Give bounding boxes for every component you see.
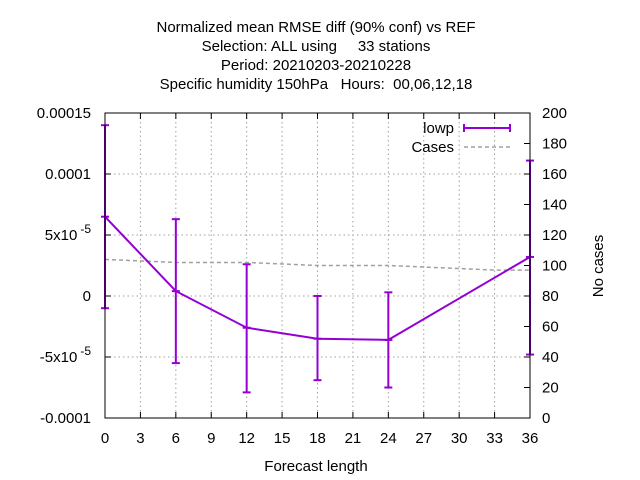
y2-tick-label: 200 <box>542 105 567 122</box>
x-tick-label: 18 <box>309 430 326 447</box>
y-tick-exponent: -5 <box>80 222 91 236</box>
x-tick-label: 12 <box>238 430 255 447</box>
y-tick-mantissa: 5x10 <box>45 227 78 244</box>
y2-tick-label: 80 <box>542 288 559 305</box>
y-tick-label: 0.0001 <box>45 166 91 183</box>
cases-line <box>104 258 530 271</box>
x-tick-label: 36 <box>522 430 539 447</box>
legend-label-cases: Cases <box>411 139 454 156</box>
x-tick-label: 27 <box>415 430 432 447</box>
y-tick-exponent: -5 <box>80 344 91 358</box>
axis-ticks <box>104 112 531 419</box>
title-line: Specific humidity 150hPa Hours: 00,06,12… <box>160 76 473 93</box>
y2-tick-label: 40 <box>542 349 559 366</box>
x-tick-label: 0 <box>101 430 109 447</box>
y-tick-label: 0 <box>83 288 91 305</box>
legend-label-lowp: lowp <box>423 120 454 137</box>
x-tick-label: 30 <box>451 430 468 447</box>
x-tick-label: 21 <box>345 430 362 447</box>
series-cases <box>104 258 530 271</box>
x-tick-label: 3 <box>136 430 144 447</box>
y2-tick-label: 180 <box>542 136 567 153</box>
chart-title: Normalized mean RMSE diff (90% conf) vs … <box>157 19 476 93</box>
x-axis-label: Forecast length <box>264 458 367 475</box>
legend: lowp Cases <box>411 120 511 156</box>
x-tick-label: 33 <box>486 430 503 447</box>
y2-tick-label: 120 <box>542 227 567 244</box>
x-tick-label: 15 <box>274 430 291 447</box>
title-line: Normalized mean RMSE diff (90% conf) vs … <box>157 19 476 36</box>
y2-tick-label: 140 <box>542 197 567 214</box>
x-tick-label: 9 <box>207 430 215 447</box>
y-tick-mantissa: -5x10 <box>40 349 78 366</box>
series-lowp <box>101 124 534 394</box>
y2-tick-label: 0 <box>542 410 550 427</box>
y2-axis-label: No cases <box>590 235 607 298</box>
title-line: Period: 20210203-20210228 <box>221 57 411 74</box>
y2-tick-label: 100 <box>542 258 567 275</box>
y2-tick-label: 60 <box>542 319 559 336</box>
y-tick-label: -5x10 -5 <box>40 344 92 366</box>
y-tick-label: 0.00015 <box>37 105 91 122</box>
x-tick-label: 24 <box>380 430 397 447</box>
y-tick-label: 5x10 -5 <box>45 222 92 244</box>
lowp-line <box>104 216 531 341</box>
y2-tick-label: 20 <box>542 380 559 397</box>
x-tick-label: 6 <box>172 430 180 447</box>
y2-tick-label: 160 <box>542 166 567 183</box>
y-tick-label: -0.0001 <box>40 410 91 427</box>
title-line: Selection: ALL using 33 stations <box>202 38 431 55</box>
x-tick-labels: 0 3 6 9 12 15 18 21 24 27 30 33 36 <box>101 430 539 447</box>
y2-tick-labels: 0 20 40 60 80 100 120 140 160 180 200 <box>542 105 567 427</box>
